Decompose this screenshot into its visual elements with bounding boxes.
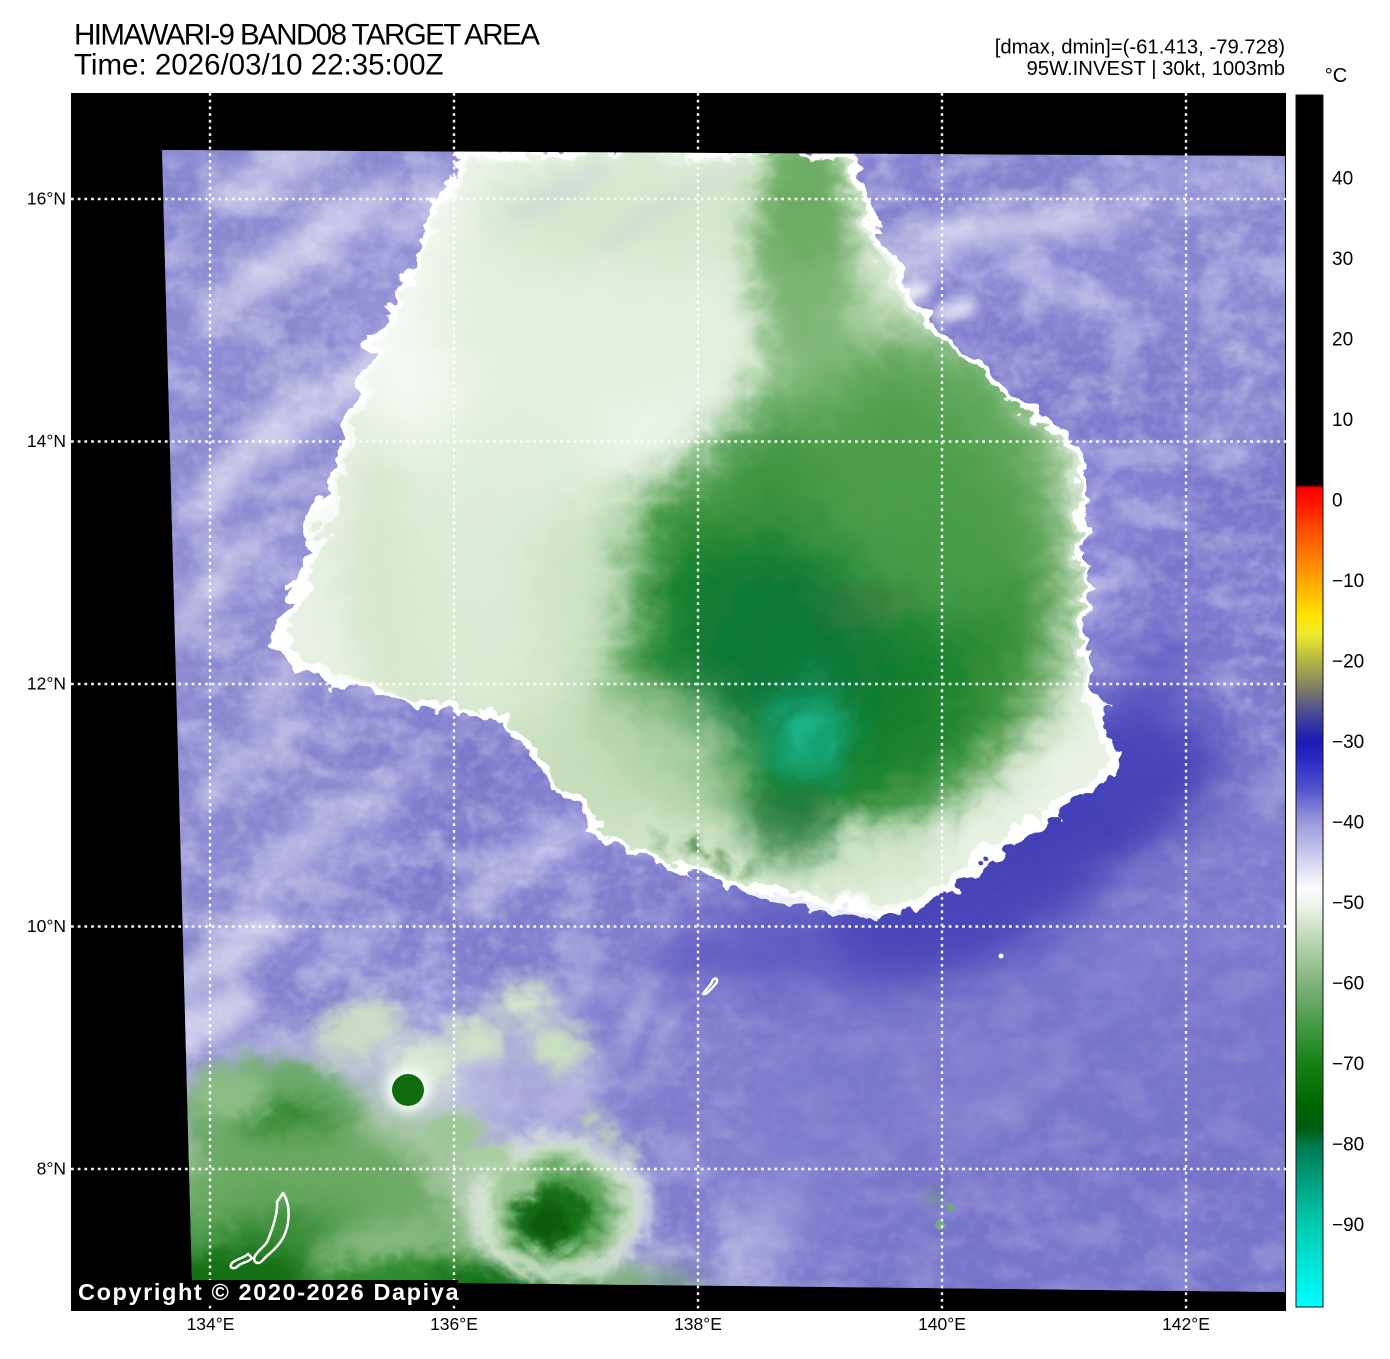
svg-text:−30: −30: [1332, 732, 1364, 753]
svg-text:40: 40: [1332, 169, 1353, 190]
svg-text:20: 20: [1332, 330, 1353, 351]
svg-text:−60: −60: [1332, 974, 1364, 995]
svg-text:10: 10: [1332, 410, 1353, 431]
svg-text:8°N: 8°N: [37, 1159, 66, 1179]
svg-text:138°E: 138°E: [674, 1314, 722, 1334]
svg-text:16°N: 16°N: [27, 189, 66, 209]
svg-text:−20: −20: [1332, 652, 1364, 673]
svg-text:95W.INVEST | 30kt, 1003mb: 95W.INVEST | 30kt, 1003mb: [1026, 58, 1285, 80]
svg-text:142°E: 142°E: [1162, 1314, 1210, 1334]
svg-text:10°N: 10°N: [27, 916, 66, 936]
svg-text:°C: °C: [1325, 65, 1347, 87]
svg-text:0: 0: [1332, 491, 1343, 512]
svg-text:Copyright © 2020-2026 Dapiya: Copyright © 2020-2026 Dapiya: [78, 1279, 460, 1305]
svg-text:136°E: 136°E: [430, 1314, 478, 1334]
svg-text:−70: −70: [1332, 1054, 1364, 1075]
svg-text:−40: −40: [1332, 813, 1364, 834]
svg-text:134°E: 134°E: [187, 1314, 235, 1334]
svg-text:−10: −10: [1332, 571, 1364, 592]
svg-text:−90: −90: [1332, 1215, 1364, 1236]
svg-text:HIMAWARI-9 BAND08 TARGET AREA: HIMAWARI-9 BAND08 TARGET AREA: [74, 19, 540, 52]
svg-text:[dmax, dmin]=(-61.413, -79.728: [dmax, dmin]=(-61.413, -79.728): [995, 37, 1285, 59]
svg-text:−50: −50: [1332, 893, 1364, 914]
svg-text:140°E: 140°E: [918, 1314, 966, 1334]
svg-text:Time: 2026/03/10 22:35:00Z: Time: 2026/03/10 22:35:00Z: [74, 49, 444, 82]
svg-text:30: 30: [1332, 249, 1353, 270]
svg-text:14°N: 14°N: [27, 431, 66, 451]
svg-text:12°N: 12°N: [27, 674, 66, 694]
svg-text:−80: −80: [1332, 1135, 1364, 1156]
